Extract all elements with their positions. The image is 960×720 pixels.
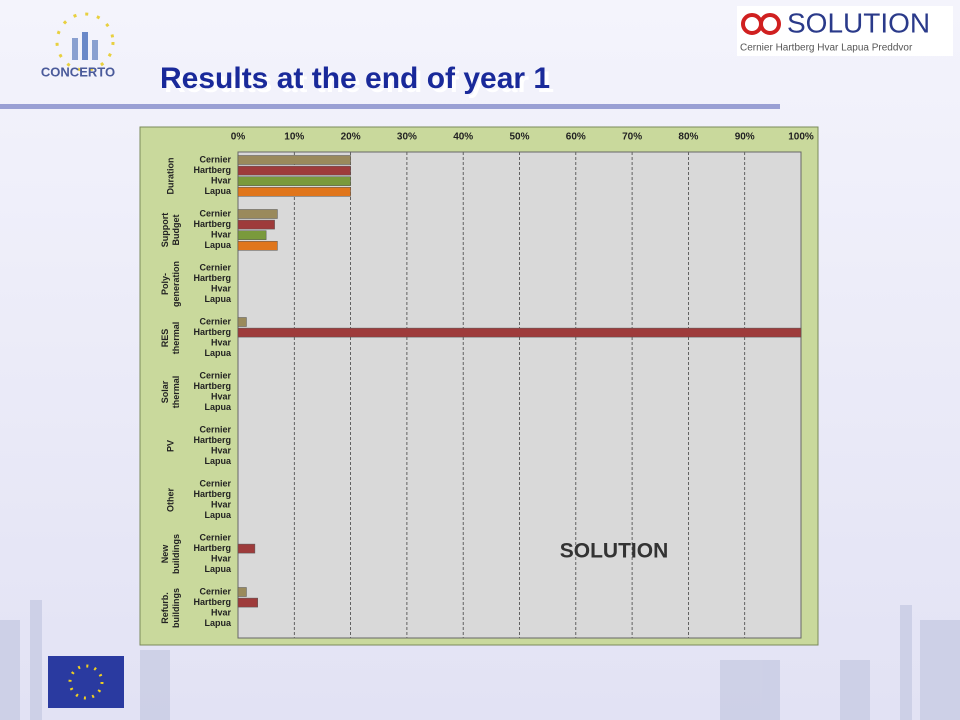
group-label: Duration bbox=[165, 158, 175, 195]
bar bbox=[237, 165, 351, 176]
row-label: Lapua bbox=[204, 240, 231, 250]
row-label: Cernier bbox=[199, 370, 231, 380]
row-label: Cernier bbox=[199, 478, 231, 488]
x-tick-label: 80% bbox=[678, 132, 698, 143]
bar bbox=[237, 187, 351, 197]
row-label: Lapua bbox=[204, 510, 231, 520]
row-label: Hvar bbox=[211, 608, 232, 618]
row-label: Hartberg bbox=[193, 327, 231, 337]
row-label: Cernier bbox=[199, 154, 231, 164]
x-tick-label: 60% bbox=[566, 132, 586, 143]
x-tick-label: 50% bbox=[509, 132, 529, 143]
group-label: thermal bbox=[171, 376, 181, 409]
row-label: Cernier bbox=[199, 316, 231, 326]
row-label: Hartberg bbox=[193, 165, 231, 175]
row-label: Hvar bbox=[211, 338, 232, 348]
row-label: Lapua bbox=[204, 402, 231, 412]
row-label: Hvar bbox=[211, 176, 232, 186]
eu-flag bbox=[48, 656, 124, 708]
group-label: PV bbox=[165, 440, 175, 452]
group-label: Other bbox=[165, 488, 175, 513]
x-tick-label: 70% bbox=[622, 132, 642, 143]
group-label: buildings bbox=[171, 588, 181, 628]
row-label: Cernier bbox=[199, 424, 231, 434]
x-tick-label: 10% bbox=[284, 132, 304, 143]
row-label: Hartberg bbox=[193, 435, 231, 445]
bar bbox=[237, 587, 247, 597]
title-shadow: Results at the end of year 1 bbox=[164, 66, 554, 99]
row-label: Hvar bbox=[211, 500, 232, 510]
row-label: Lapua bbox=[204, 186, 231, 196]
watermark: SOLUTION bbox=[560, 540, 669, 563]
group-label: RES bbox=[160, 329, 170, 348]
row-label: Hartberg bbox=[193, 489, 231, 499]
skyline bbox=[0, 600, 960, 720]
group-label: Solar bbox=[160, 380, 170, 403]
row-label: Hvar bbox=[211, 554, 232, 564]
group-label: thermal bbox=[171, 322, 181, 355]
group-label: Poly- bbox=[160, 273, 170, 295]
logo-text: CONCERTO bbox=[41, 64, 115, 79]
group-label: Refurb. bbox=[160, 592, 170, 624]
header-rule bbox=[0, 104, 780, 109]
row-label: Cernier bbox=[199, 532, 231, 542]
group-label: buildings bbox=[171, 534, 181, 574]
row-label: Lapua bbox=[204, 456, 231, 466]
logo-text: SOLUTION bbox=[787, 7, 930, 38]
bar bbox=[237, 176, 351, 186]
bar bbox=[237, 543, 256, 554]
group-label: Budget bbox=[171, 215, 181, 246]
row-label: Cernier bbox=[199, 208, 231, 218]
row-label: Hartberg bbox=[193, 597, 231, 607]
row-label: Hvar bbox=[211, 446, 232, 456]
bar bbox=[237, 209, 278, 219]
row-label: Hartberg bbox=[193, 543, 231, 553]
bar bbox=[237, 317, 247, 327]
group-label: generation bbox=[171, 261, 181, 307]
solution-logo: SOLUTION Cernier Hartberg Hvar Lapua Pre… bbox=[737, 6, 953, 56]
chart-title: Results at the end of year 1 bbox=[160, 62, 550, 95]
row-label: Hartberg bbox=[193, 381, 231, 391]
concerto-logo: CONCERTO bbox=[41, 12, 115, 79]
logo-subtext: Cernier Hartberg Hvar Lapua Preddvor bbox=[740, 43, 913, 54]
chart: 0% 10% 20% 30% 40% 50% 60% 70% 80% 90% 100% Duratio… bbox=[160, 132, 814, 639]
bar bbox=[237, 155, 351, 165]
bar bbox=[237, 230, 267, 240]
row-label: Hartberg bbox=[193, 273, 231, 283]
group-label: Support bbox=[160, 213, 170, 248]
bar bbox=[237, 219, 275, 230]
row-label: Hvar bbox=[211, 392, 232, 402]
bar bbox=[237, 241, 278, 251]
group-label: New bbox=[160, 544, 170, 564]
row-label: Hvar bbox=[211, 284, 232, 294]
x-tick-label: 40% bbox=[453, 132, 473, 143]
row-label: Cernier bbox=[199, 586, 231, 596]
plot-border bbox=[237, 151, 802, 639]
row-label: Hartberg bbox=[193, 219, 231, 229]
x-tick-label: 30% bbox=[397, 132, 417, 143]
x-tick-label: 100% bbox=[788, 132, 814, 143]
bar bbox=[237, 597, 258, 608]
row-label: Lapua bbox=[204, 294, 231, 304]
x-tick-label: 0% bbox=[231, 132, 246, 143]
bar bbox=[237, 327, 802, 338]
row-label: Lapua bbox=[204, 348, 231, 358]
x-tick-label: 90% bbox=[735, 132, 755, 143]
row-label: Cernier bbox=[199, 262, 231, 272]
row-label: Lapua bbox=[204, 618, 231, 628]
row-label: Lapua bbox=[204, 564, 231, 574]
row-label: Hvar bbox=[211, 230, 232, 240]
x-tick-label: 20% bbox=[341, 132, 361, 143]
